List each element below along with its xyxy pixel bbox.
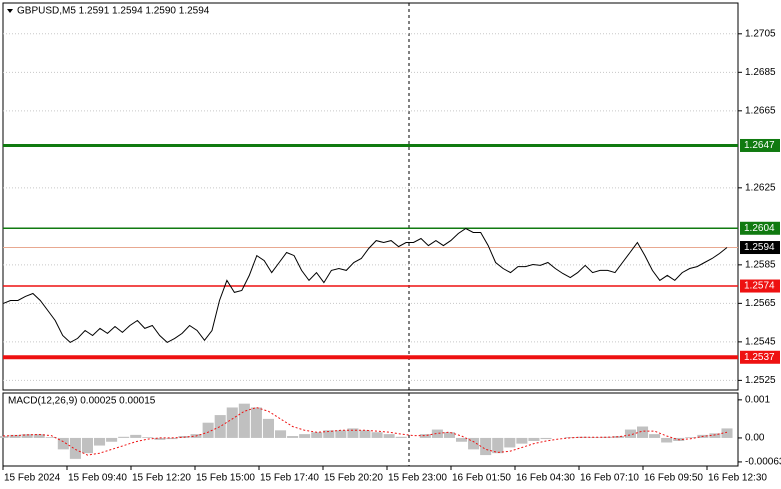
y-tick-label: 1.2585 <box>745 259 776 270</box>
x-tick-label: 15 Feb 23:00 <box>388 473 447 484</box>
level-label: 1.2604 <box>744 223 775 234</box>
macd-bar <box>649 434 661 438</box>
macd-bar <box>33 434 45 438</box>
macd-bar <box>661 437 673 443</box>
macd-bar <box>721 428 733 438</box>
x-tick-label: 15 Feb 20:20 <box>324 473 383 484</box>
macd-title: MACD(12,26,9) 0.00025 0.00015 <box>8 396 156 407</box>
macd-bar <box>480 437 492 456</box>
macd-bar <box>250 407 262 438</box>
y-tick-label: 1.2545 <box>745 337 776 348</box>
y-tick-label: 0.001 <box>745 394 770 405</box>
macd-bar <box>154 437 166 440</box>
x-tick-label: 16 Feb 12:30 <box>708 473 767 484</box>
x-tick-label: 15 Feb 17:40 <box>260 473 319 484</box>
macd-bar <box>347 428 359 438</box>
symbol-title: GBPUSD,M5 1.2591 1.2594 1.2590 1.2594 <box>17 6 210 17</box>
macd-bar <box>166 437 178 440</box>
macd-bar <box>335 430 347 438</box>
y-tick-label: 1.2685 <box>745 67 776 78</box>
price-label: 1.2594 <box>744 242 775 253</box>
macd-bar <box>45 437 57 438</box>
x-tick-label: 15 Feb 09:40 <box>68 473 127 484</box>
level-label-box <box>740 350 780 364</box>
x-tick-label: 16 Feb 09:50 <box>644 473 703 484</box>
macd-bar <box>57 437 69 450</box>
macd-bar <box>94 437 106 446</box>
macd-bar <box>576 436 588 438</box>
y-tick-label: 1.2665 <box>745 105 776 116</box>
menu-arrow[interactable] <box>7 9 13 13</box>
macd-bar <box>238 403 250 438</box>
x-tick-label: 16 Feb 04:30 <box>516 473 575 484</box>
macd-bar <box>0 436 9 438</box>
macd-bar <box>9 434 21 438</box>
macd-bar <box>214 415 226 438</box>
level-label-box <box>740 279 780 293</box>
y-tick-label: 1.2525 <box>745 375 776 386</box>
macd-bar <box>21 434 33 438</box>
y-tick-label: 0.00 <box>745 433 765 444</box>
macd-bar <box>118 436 130 438</box>
price-label-box <box>740 241 780 255</box>
main-pane <box>2 2 739 391</box>
macd-bar <box>431 429 443 438</box>
macd-bar <box>637 426 649 438</box>
macd-bar <box>504 437 516 448</box>
x-tick-label: 16 Feb 07:10 <box>580 473 639 484</box>
macd-bar <box>299 434 311 438</box>
macd-bar <box>371 432 383 438</box>
macd-bar <box>287 436 299 438</box>
x-tick-label: 15 Feb 15:00 <box>196 473 255 484</box>
price-line <box>2 227 728 344</box>
level-label: 1.2537 <box>744 352 775 363</box>
macd-bar <box>106 437 118 442</box>
macd-bar <box>685 437 697 438</box>
macd-bar <box>612 436 624 438</box>
y-tick-label: 1.2565 <box>745 298 776 309</box>
macd-bar <box>588 437 600 438</box>
macd-bar <box>311 432 323 438</box>
macd-bar <box>226 407 238 438</box>
y-tick-label: -0.00063 <box>745 457 781 468</box>
macd-bar <box>540 437 552 440</box>
macd-bar <box>624 429 636 438</box>
level-label: 1.2647 <box>744 140 775 151</box>
x-tick-label: 15 Feb 2024 <box>4 473 61 484</box>
y-tick-label: 1.2625 <box>745 182 776 193</box>
macd-bar <box>419 434 431 438</box>
x-tick-label: 16 Feb 01:50 <box>452 473 511 484</box>
macd-bar <box>383 434 395 438</box>
macd-bar <box>275 430 287 438</box>
macd-bar <box>516 437 528 444</box>
level-label-box <box>740 138 780 152</box>
macd-bar <box>69 437 81 459</box>
macd-bar <box>468 437 480 450</box>
macd-pane <box>2 392 739 467</box>
y-tick-label: 1.2705 <box>745 28 776 39</box>
macd-bar <box>130 434 142 438</box>
macd-bar <box>709 433 721 438</box>
macd-bar <box>359 430 371 438</box>
macd-bar <box>443 432 455 438</box>
macd-bar <box>262 418 274 438</box>
x-tick-label: 15 Feb 12:20 <box>132 473 191 484</box>
macd-bar <box>492 437 504 454</box>
macd-bar <box>528 437 540 441</box>
macd-bar <box>202 422 214 438</box>
level-label: 1.2574 <box>744 281 775 292</box>
macd-bar <box>456 437 468 442</box>
macd-bar <box>81 437 93 454</box>
macd-bar <box>395 436 407 438</box>
macd-bar <box>600 436 612 438</box>
macd-bar <box>142 437 154 438</box>
macd-bar <box>323 430 335 438</box>
level-label-box <box>740 221 780 235</box>
